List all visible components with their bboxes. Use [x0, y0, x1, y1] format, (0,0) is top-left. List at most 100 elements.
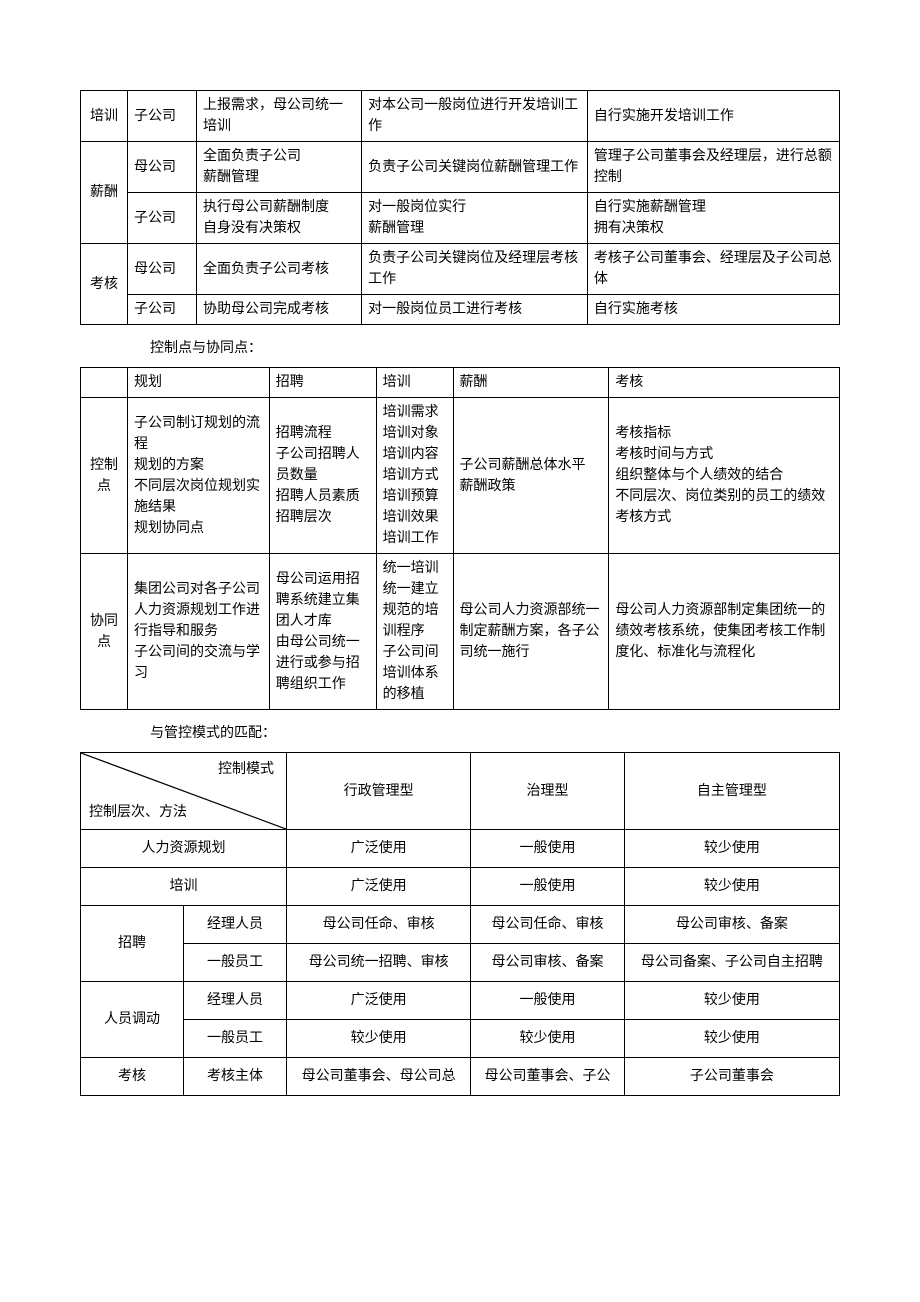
sub-label: 一般员工: [184, 944, 287, 982]
cell: 全面负责子公司考核: [197, 244, 362, 295]
cell: 广泛使用: [287, 868, 471, 906]
header-cell: 薪酬: [453, 368, 609, 398]
sub-cell: 子公司: [128, 193, 197, 244]
table-row: 协同点 集团公司对各子公司人力资源规划工作进行指导和服务 子公司间的交流与学习 …: [81, 554, 840, 710]
header-cell: 招聘: [269, 368, 376, 398]
cell: 考核子公司董事会、经理层及子公司总体: [587, 244, 839, 295]
diagonal-header: 控制模式 控制层次、方法: [81, 753, 287, 830]
cell: 自行实施薪酬管理 拥有决策权: [587, 193, 839, 244]
cell: 集团公司对各子公司人力资源规划工作进行指导和服务 子公司间的交流与学习: [128, 554, 270, 710]
cell: 招聘流程 子公司招聘人员数量 招聘人员素质 招聘层次: [269, 398, 376, 554]
cell: 对一般岗位实行 薪酬管理: [362, 193, 588, 244]
table-row: 一般员工 较少使用 较少使用 较少使用: [81, 1020, 840, 1058]
table-header-row: 规划 招聘 培训 薪酬 考核: [81, 368, 840, 398]
table-row: 考核 母公司 全面负责子公司考核 负责子公司关键岗位及经理层考核工作 考核子公司…: [81, 244, 840, 295]
cell: 统一培训 统一建立规范的培训程序 子公司间培训体系的移植: [376, 554, 453, 710]
cell: 较少使用: [624, 1020, 839, 1058]
category-cell: 考核: [81, 244, 128, 325]
cell: 母公司人力资源部统一制定薪酬方案，各子公司统一施行: [453, 554, 609, 710]
header-cell: 行政管理型: [287, 753, 471, 830]
cell: 负责子公司关键岗位及经理层考核工作: [362, 244, 588, 295]
table-row: 培训 子公司 上报需求，母公司统一培训 对本公司一般岗位进行开发培训工作 自行实…: [81, 91, 840, 142]
header-cell: 规划: [128, 368, 270, 398]
table-row: 人员调动 经理人员 广泛使用 一般使用 较少使用: [81, 982, 840, 1020]
table-row: 薪酬 母公司 全面负责子公司 薪酬管理 负责子公司关键岗位薪酬管理工作 管理子公…: [81, 142, 840, 193]
sub-cell: 子公司: [128, 91, 197, 142]
row-label: 协同点: [81, 554, 128, 710]
table-header-row: 控制模式 控制层次、方法 行政管理型 治理型 自主管理型: [81, 753, 840, 830]
cell: 较少使用: [624, 982, 839, 1020]
cell: 对一般岗位员工进行考核: [362, 295, 588, 325]
cell: 较少使用: [471, 1020, 624, 1058]
group-label: 人员调动: [81, 982, 184, 1058]
table-responsibilities: 培训 子公司 上报需求，母公司统一培训 对本公司一般岗位进行开发培训工作 自行实…: [80, 90, 840, 325]
table-row: 子公司 执行母公司薪酬制度 自身没有决策权 对一般岗位实行 薪酬管理 自行实施薪…: [81, 193, 840, 244]
cell: 培训需求 培训对象 培训内容 培训方式 培训预算 培训效果 培训工作: [376, 398, 453, 554]
section-heading: 控制点与协同点：: [150, 337, 840, 357]
category-cell: 薪酬: [81, 142, 128, 244]
sub-label: 考核主体: [184, 1058, 287, 1096]
table-row: 人力资源规划 广泛使用 一般使用 较少使用: [81, 830, 840, 868]
cell: 母公司任命、审核: [471, 906, 624, 944]
cell: 子公司薪酬总体水平 薪酬政策: [453, 398, 609, 554]
cell: 协助母公司完成考核: [197, 295, 362, 325]
sub-label: 经理人员: [184, 982, 287, 1020]
cell: 较少使用: [287, 1020, 471, 1058]
row-label: 控制点: [81, 398, 128, 554]
table-row: 一般员工 母公司统一招聘、审核 母公司审核、备案 母公司备案、子公司自主招聘: [81, 944, 840, 982]
cell: 母公司人力资源部制定集团统一的绩效考核系统，使集团考核工作制度化、标准化与流程化: [609, 554, 840, 710]
row-label: 人力资源规划: [81, 830, 287, 868]
table-control-coord: 规划 招聘 培训 薪酬 考核 控制点 子公司制订规划的流程 规划的方案 不同层次…: [80, 367, 840, 710]
row-label: 培训: [81, 868, 287, 906]
header-cell: 培训: [376, 368, 453, 398]
cell: 负责子公司关键岗位薪酬管理工作: [362, 142, 588, 193]
table-row: 控制点 子公司制订规划的流程 规划的方案 不同层次岗位规划实施结果 规划协同点 …: [81, 398, 840, 554]
cell: 母公司运用招聘系统建立集团人才库 由母公司统一进行或参与招聘组织工作: [269, 554, 376, 710]
cell: 母公司备案、子公司自主招聘: [624, 944, 839, 982]
table-row: 子公司 协助母公司完成考核 对一般岗位员工进行考核 自行实施考核: [81, 295, 840, 325]
cell: 广泛使用: [287, 830, 471, 868]
cell: 子公司董事会: [624, 1058, 839, 1096]
cell: 较少使用: [624, 830, 839, 868]
category-cell: 培训: [81, 91, 128, 142]
table-mode-match: 控制模式 控制层次、方法 行政管理型 治理型 自主管理型 人力资源规划 广泛使用…: [80, 752, 840, 1096]
cell: 自行实施开发培训工作: [587, 91, 839, 142]
diag-top-label: 控制模式: [218, 759, 274, 780]
cell: 广泛使用: [287, 982, 471, 1020]
cell: 较少使用: [624, 868, 839, 906]
cell: 子公司制订规划的流程 规划的方案 不同层次岗位规划实施结果 规划协同点: [128, 398, 270, 554]
sub-label: 经理人员: [184, 906, 287, 944]
cell: 一般使用: [471, 830, 624, 868]
cell: 管理子公司董事会及经理层，进行总额控制: [587, 142, 839, 193]
header-cell: 考核: [609, 368, 840, 398]
sub-label: 一般员工: [184, 1020, 287, 1058]
header-cell: 治理型: [471, 753, 624, 830]
cell: 母公司审核、备案: [624, 906, 839, 944]
cell: 对本公司一般岗位进行开发培训工作: [362, 91, 588, 142]
cell: 考核指标 考核时间与方式 组织整体与个人绩效的结合 不同层次、岗位类别的员工的绩…: [609, 398, 840, 554]
page: 培训 子公司 上报需求，母公司统一培训 对本公司一般岗位进行开发培训工作 自行实…: [0, 0, 920, 1168]
cell: 自行实施考核: [587, 295, 839, 325]
header-cell: [81, 368, 128, 398]
cell: 母公司任命、审核: [287, 906, 471, 944]
cell: 一般使用: [471, 982, 624, 1020]
table-row: 考核 考核主体 母公司董事会、母公司总 母公司董事会、子公 子公司董事会: [81, 1058, 840, 1096]
sub-cell: 子公司: [128, 295, 197, 325]
cell: 母公司董事会、子公: [471, 1058, 624, 1096]
cell: 执行母公司薪酬制度 自身没有决策权: [197, 193, 362, 244]
cell: 母公司董事会、母公司总: [287, 1058, 471, 1096]
header-cell: 自主管理型: [624, 753, 839, 830]
cell: 母公司审核、备案: [471, 944, 624, 982]
group-label: 考核: [81, 1058, 184, 1096]
cell: 母公司统一招聘、审核: [287, 944, 471, 982]
cell: 全面负责子公司 薪酬管理: [197, 142, 362, 193]
sub-cell: 母公司: [128, 244, 197, 295]
section-heading: 与管控模式的匹配：: [150, 722, 840, 742]
table-row: 招聘 经理人员 母公司任命、审核 母公司任命、审核 母公司审核、备案: [81, 906, 840, 944]
cell: 上报需求，母公司统一培训: [197, 91, 362, 142]
sub-cell: 母公司: [128, 142, 197, 193]
group-label: 招聘: [81, 906, 184, 982]
cell: 一般使用: [471, 868, 624, 906]
diag-bot-label: 控制层次、方法: [89, 802, 187, 823]
table-row: 培训 广泛使用 一般使用 较少使用: [81, 868, 840, 906]
